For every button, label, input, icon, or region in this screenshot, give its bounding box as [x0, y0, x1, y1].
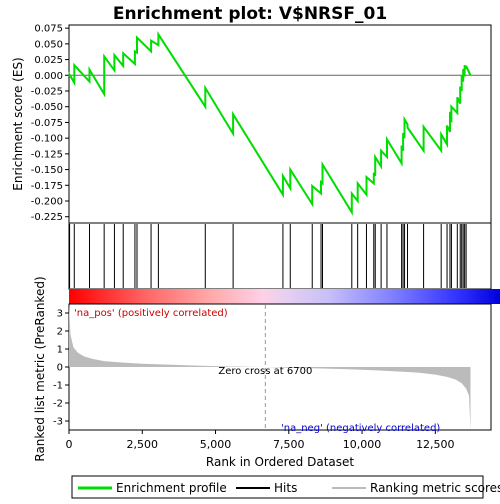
- x-axis-label: Rank in Ordered Dataset: [206, 455, 354, 469]
- metric-y-tick-label: 1: [57, 345, 63, 356]
- x-tick-label: 10,000: [343, 438, 382, 451]
- es-y-tick-label: -0.225: [31, 212, 63, 223]
- es-y-tick-label: 0.050: [34, 39, 63, 50]
- metric-y-tick-label: 0: [57, 363, 63, 374]
- es-y-tick-label: -0.050: [31, 102, 63, 113]
- es-y-tick-label: 0.000: [34, 71, 63, 82]
- es-y-tick-label: -0.125: [31, 149, 63, 160]
- pos-correlated-label: 'na_pos' (positively correlated): [74, 308, 228, 319]
- legend-label-hits: Hits: [274, 481, 297, 495]
- neg-correlated-label: 'na_neg' (negatively correlated): [281, 423, 440, 434]
- es-y-tick-label: -0.200: [31, 197, 63, 208]
- es-y-tick-label: -0.150: [31, 165, 63, 176]
- x-tick-label: 7,500: [273, 438, 305, 451]
- metric-y-tick-label: -2: [53, 399, 63, 410]
- es-panel-frame: [69, 25, 491, 223]
- x-tick-label: 12,500: [416, 438, 455, 451]
- es-y-axis: 0.075 0.050 0.025 0.000 -0.025 -0.050 -0.075 -0…: [31, 24, 69, 224]
- legend-label-metric: Ranking metric scores: [370, 481, 500, 495]
- zero-cross-label: Zero cross at 6700: [218, 366, 312, 377]
- x-tick-label: 2,500: [127, 438, 159, 451]
- metric-y-axis: 3 2 1 0 -1 -2 -3: [53, 309, 69, 428]
- x-tick-label: 5,000: [200, 438, 232, 451]
- metric-y-tick-label: 2: [57, 327, 63, 338]
- metric-y-tick-label: 3: [57, 309, 63, 320]
- x-tick-label: 0: [66, 438, 73, 451]
- legend-label-profile: Enrichment profile: [116, 481, 227, 495]
- es-y-tick-label: -0.100: [31, 134, 63, 145]
- metric-y-tick-label: -1: [53, 381, 63, 392]
- chart-title: Enrichment plot: V$NRSF_01: [113, 4, 387, 24]
- rank-heatmap-bar: [69, 289, 500, 304]
- metric-y-axis-label: Ranked list metric (PreRanked): [33, 276, 47, 461]
- hits-panel-frame: [69, 223, 491, 289]
- es-y-axis-label: Enrichment score (ES): [11, 57, 25, 190]
- es-y-tick-label: -0.025: [31, 87, 63, 98]
- metric-y-tick-label: -3: [53, 417, 63, 428]
- es-y-tick-label: 0.025: [34, 55, 63, 66]
- es-y-tick-label: -0.175: [31, 181, 63, 192]
- es-y-tick-label: 0.075: [34, 24, 63, 35]
- es-y-tick-label: -0.075: [31, 118, 63, 129]
